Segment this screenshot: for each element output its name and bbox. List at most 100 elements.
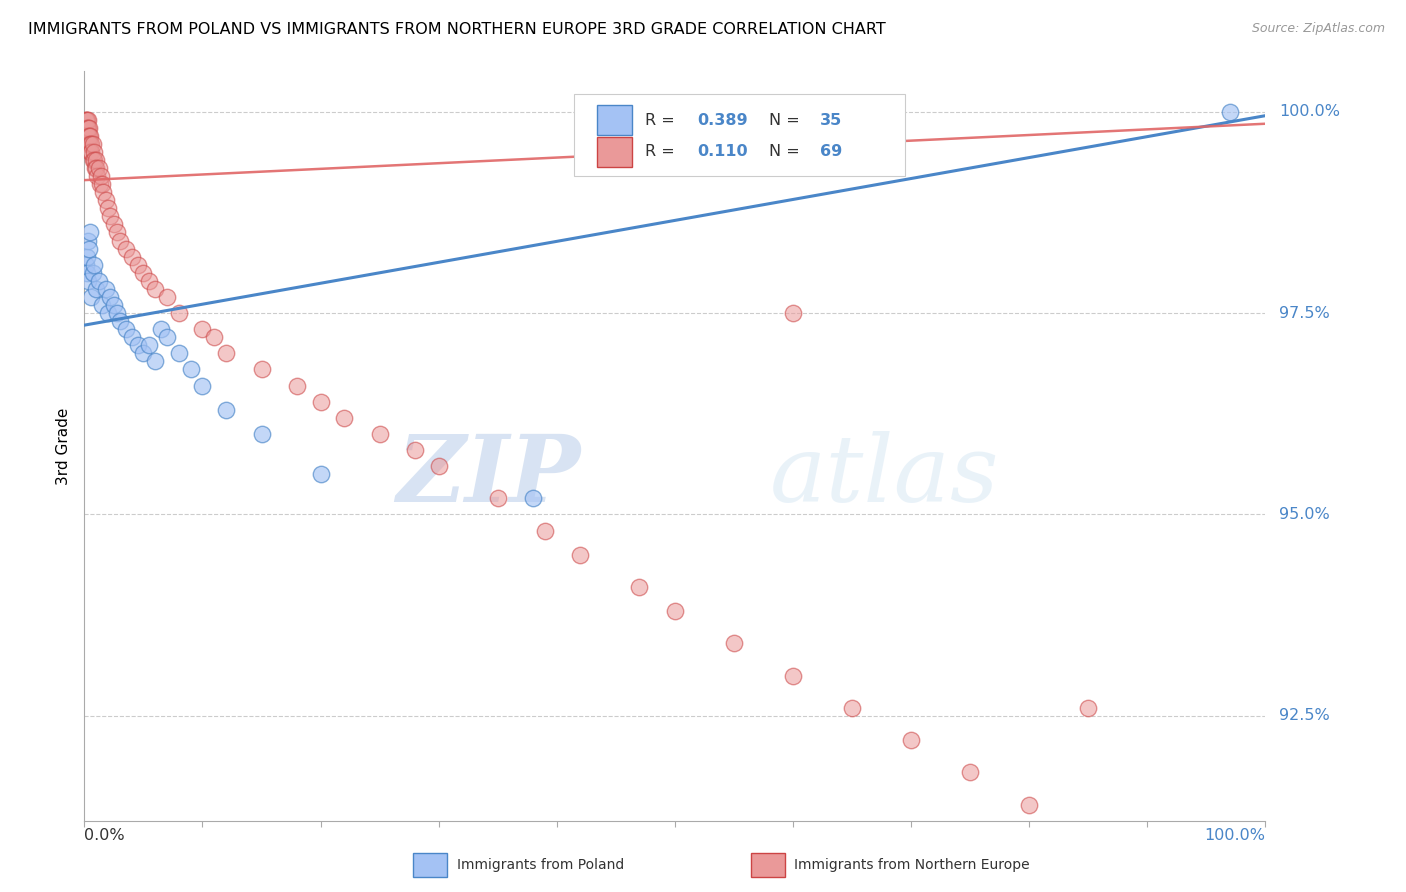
Point (156, 330, 179, 344)
Point (191, 378, 214, 392)
Point (94, 194, 117, 208)
Point (75, 120, 97, 135)
Point (97, 202, 120, 216)
Point (82, 266, 104, 280)
Point (114, 242, 136, 256)
Point (333, 410, 356, 425)
Text: R =: R = (645, 112, 681, 128)
Point (143, 282, 166, 296)
Point (79, 145, 101, 159)
Point (191, 322, 214, 336)
Point (215, 402, 238, 417)
Point (143, 354, 166, 368)
Point (900, 733, 922, 747)
Point (83, 145, 105, 159)
Point (103, 298, 125, 312)
Point (84, 282, 107, 296)
Point (368, 426, 391, 441)
Point (114, 322, 136, 336)
Point (75, 258, 97, 272)
Point (103, 218, 125, 232)
Point (285, 378, 308, 392)
Point (84, 161, 107, 175)
Point (250, 362, 273, 376)
Point (569, 548, 592, 562)
Point (841, 701, 863, 715)
FancyBboxPatch shape (598, 105, 633, 135)
Point (522, 491, 544, 506)
Point (167, 346, 190, 360)
Point (202, 330, 225, 344)
Point (782, 306, 804, 320)
Point (664, 604, 686, 618)
Text: 100.0%: 100.0% (1279, 104, 1340, 120)
Text: 0.0%: 0.0% (84, 828, 125, 843)
Point (121, 250, 143, 264)
Point (83, 258, 105, 272)
Point (91, 298, 114, 312)
Text: atlas: atlas (769, 431, 998, 521)
Point (79, 136, 101, 151)
Point (77, 234, 100, 248)
Point (97, 306, 120, 320)
Point (98, 210, 121, 224)
Text: ZIP: ZIP (396, 431, 581, 521)
Point (79, 226, 101, 240)
Point (90, 169, 112, 183)
Text: IMMIGRANTS FROM POLAND VS IMMIGRANTS FROM NORTHERN EUROPE 3RD GRADE CORRELATION : IMMIGRANTS FROM POLAND VS IMMIGRANTS FRO… (28, 22, 886, 37)
Point (138, 274, 160, 288)
Point (80, 145, 103, 159)
Point (782, 668, 804, 682)
Text: 35: 35 (820, 112, 842, 128)
Point (127, 258, 149, 272)
Point (1018, 797, 1040, 812)
Point (77, 128, 100, 143)
Point (180, 362, 202, 376)
Point (84, 161, 107, 175)
Text: N =: N = (769, 112, 806, 128)
FancyBboxPatch shape (598, 136, 633, 167)
Point (108, 314, 131, 328)
Point (138, 338, 160, 352)
Point (75, 112, 97, 127)
Point (121, 330, 143, 344)
Point (107, 306, 129, 320)
Point (98, 290, 121, 304)
Point (167, 306, 190, 320)
Point (1077, 701, 1099, 715)
Point (76, 250, 98, 264)
Text: 0.110: 0.110 (697, 144, 748, 159)
Text: R =: R = (645, 144, 681, 159)
Point (309, 394, 332, 409)
Text: Immigrants from Northern Europe: Immigrants from Northern Europe (794, 858, 1031, 872)
Point (1219, 104, 1241, 119)
Point (80, 136, 103, 151)
Point (80, 290, 103, 304)
Point (150, 322, 173, 336)
Point (127, 338, 149, 352)
Text: N =: N = (769, 144, 806, 159)
Text: Immigrants from Poland: Immigrants from Poland (457, 858, 624, 872)
Point (215, 346, 238, 360)
Point (77, 136, 100, 151)
Point (87, 274, 110, 288)
Point (94, 282, 117, 296)
Point (486, 491, 509, 506)
Point (107, 226, 129, 240)
Point (89, 177, 111, 191)
Point (79, 128, 101, 143)
Point (91, 177, 114, 191)
Point (108, 234, 131, 248)
Point (534, 524, 557, 538)
Point (309, 467, 332, 482)
Point (723, 636, 745, 650)
Text: 0.389: 0.389 (697, 112, 748, 128)
Point (77, 136, 100, 151)
Point (82, 153, 104, 167)
Point (132, 266, 155, 280)
Point (77, 242, 100, 256)
Point (76, 112, 98, 127)
Point (959, 765, 981, 780)
Point (75, 112, 97, 127)
Point (83, 153, 105, 167)
